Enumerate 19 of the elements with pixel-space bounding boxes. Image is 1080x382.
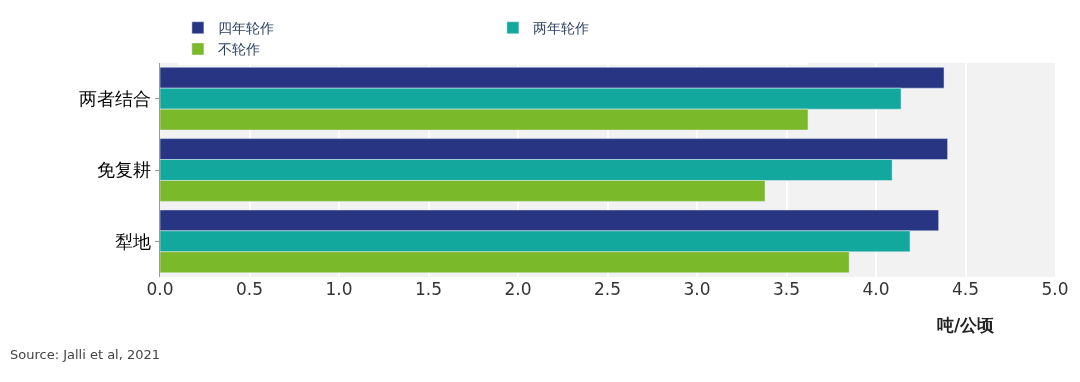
y-tick-label: 免复耕 — [97, 159, 152, 181]
x-tick-label: 3.5 — [772, 279, 801, 299]
legend-label: 四年轮作 — [217, 20, 274, 37]
x-tick-label: 4.5 — [951, 279, 980, 299]
x-tick-label: 3.0 — [683, 279, 711, 299]
x-tick-label: 2.5 — [593, 279, 622, 299]
x-tick-label: 1.5 — [414, 279, 443, 299]
x-tick-label: 2.0 — [504, 279, 532, 299]
x-tick-label: 1.0 — [325, 279, 353, 299]
source-note: Source: Jalli et al, 2021 — [10, 347, 161, 362]
y-tick-label: 两者结合 — [79, 87, 152, 109]
y-tick-label: 犁地 — [115, 230, 152, 252]
x-tick-label: 5.0 — [1041, 279, 1069, 299]
x-tick-label: 4.0 — [862, 279, 890, 299]
x-axis-title: 吨/公顷 — [937, 315, 995, 335]
legend-label: 两年轮作 — [532, 20, 589, 37]
legend-label: 不轮作 — [217, 41, 260, 58]
x-tick-label: 0.5 — [235, 279, 264, 299]
x-tick-label: 0.0 — [146, 279, 174, 299]
